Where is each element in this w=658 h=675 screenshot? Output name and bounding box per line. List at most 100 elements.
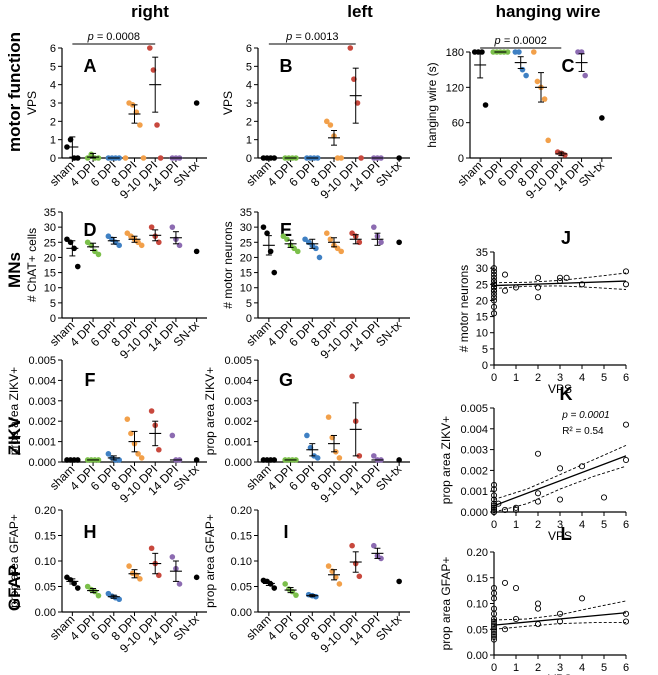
y-tick-label: 5 bbox=[246, 298, 252, 310]
column-title: right bbox=[131, 2, 169, 21]
data-point bbox=[534, 605, 542, 612]
data-point bbox=[562, 152, 568, 158]
y-tick-label: 2 bbox=[50, 116, 56, 128]
data-point bbox=[371, 453, 377, 459]
y-tick-label: 1 bbox=[246, 135, 252, 147]
y-tick-label: 15 bbox=[44, 268, 56, 280]
data-point bbox=[490, 271, 498, 278]
data-point bbox=[325, 414, 332, 420]
data-point bbox=[396, 578, 402, 585]
y-tick-label: 15 bbox=[240, 268, 252, 280]
y-tick-label: 20 bbox=[240, 252, 252, 264]
y-tick-label: 0.05 bbox=[231, 582, 252, 594]
y-axis-label: # motor neurons bbox=[221, 221, 235, 308]
data-point bbox=[490, 486, 498, 493]
data-point bbox=[490, 633, 498, 641]
y-axis-label: # motor neurons bbox=[457, 265, 471, 352]
y-tick-label: 35 bbox=[240, 207, 252, 219]
column-title: hanging wire bbox=[496, 2, 601, 21]
data-point bbox=[541, 96, 548, 102]
x-tick-label: 4 bbox=[579, 662, 585, 674]
y-tick-label: 10 bbox=[44, 283, 56, 295]
data-point bbox=[622, 268, 630, 275]
data-point bbox=[622, 456, 630, 464]
data-point bbox=[622, 421, 630, 428]
y-axis-label: prop area ZIKV+ bbox=[203, 367, 217, 455]
y-tick-label: 0.15 bbox=[35, 531, 56, 543]
y-tick-label: 0.004 bbox=[224, 375, 252, 387]
y-tick-label: 0.00 bbox=[467, 650, 488, 662]
data-point bbox=[95, 251, 102, 258]
data-point bbox=[147, 45, 153, 51]
y-tick-label: 20 bbox=[44, 252, 56, 264]
data-point bbox=[140, 155, 147, 161]
data-point bbox=[157, 155, 164, 161]
data-point bbox=[148, 408, 155, 414]
y-tick-label: 25 bbox=[44, 237, 56, 249]
data-point bbox=[599, 115, 605, 121]
data-point bbox=[138, 455, 145, 461]
regression-line bbox=[493, 455, 627, 507]
y-tick-label: 25 bbox=[476, 279, 488, 291]
ci-lower bbox=[493, 622, 626, 630]
p-label: p = 0.0001 bbox=[561, 410, 610, 421]
data-point bbox=[324, 230, 330, 236]
row-title: motor function bbox=[5, 32, 24, 152]
data-point bbox=[293, 592, 299, 598]
y-tick-label: 0 bbox=[246, 313, 252, 325]
y-tick-label: 0.003 bbox=[460, 445, 488, 457]
data-point bbox=[490, 274, 498, 281]
y-tick-label: 0.15 bbox=[467, 573, 488, 585]
data-point bbox=[138, 242, 145, 249]
y-tick-label: 0.10 bbox=[467, 599, 488, 611]
data-point bbox=[504, 49, 511, 55]
data-point bbox=[490, 636, 498, 643]
data-point bbox=[563, 274, 570, 281]
data-point bbox=[490, 506, 498, 513]
data-point bbox=[622, 281, 630, 288]
data-point bbox=[124, 416, 131, 422]
y-tick-label: 0.000 bbox=[28, 457, 56, 469]
data-point bbox=[501, 626, 509, 633]
data-point bbox=[512, 504, 520, 511]
data-point bbox=[154, 122, 160, 128]
y-tick-label: 60 bbox=[452, 118, 464, 130]
data-point bbox=[116, 457, 122, 463]
x-axis-label: VPS bbox=[548, 382, 572, 396]
panel-letter: H bbox=[84, 522, 97, 542]
y-tick-label: 4 bbox=[246, 80, 252, 92]
data-point bbox=[490, 284, 498, 291]
y-tick-label: 3 bbox=[246, 98, 252, 110]
y-tick-label: 0.004 bbox=[460, 424, 488, 436]
y-tick-label: 0.000 bbox=[460, 507, 488, 519]
data-point bbox=[356, 453, 363, 459]
y-tick-label: 0.005 bbox=[224, 355, 252, 367]
data-point bbox=[284, 236, 290, 243]
y-tick-label: 0.05 bbox=[467, 624, 488, 636]
panel-K: 0.000 0.001 0.002 0.003 0.004 0.005 prop area … bbox=[439, 384, 629, 543]
data-point bbox=[264, 230, 270, 236]
y-axis-label: prop area GFAP+ bbox=[203, 514, 217, 608]
y-tick-label: 35 bbox=[476, 247, 488, 259]
x-tick-label: 1 bbox=[513, 662, 519, 674]
x-axis-label: VPS bbox=[548, 672, 572, 675]
data-point bbox=[122, 155, 129, 161]
data-point bbox=[545, 137, 551, 144]
data-point bbox=[316, 254, 323, 261]
y-tick-label: 0.00 bbox=[231, 607, 252, 619]
y-tick-label: 0 bbox=[458, 153, 464, 165]
data-point bbox=[378, 555, 384, 562]
data-point bbox=[74, 155, 81, 161]
data-point bbox=[534, 274, 542, 281]
panel-letter: A bbox=[84, 56, 97, 76]
panel-letter: B bbox=[280, 56, 293, 76]
data-point bbox=[135, 451, 141, 457]
data-point bbox=[193, 248, 200, 255]
y-tick-label: 0.20 bbox=[35, 505, 56, 517]
x-tick-label: 5 bbox=[601, 519, 607, 531]
data-point bbox=[534, 600, 542, 607]
y-tick-label: 0.005 bbox=[460, 403, 488, 415]
y-axis-label: prop area ZIKV+ bbox=[439, 416, 453, 504]
